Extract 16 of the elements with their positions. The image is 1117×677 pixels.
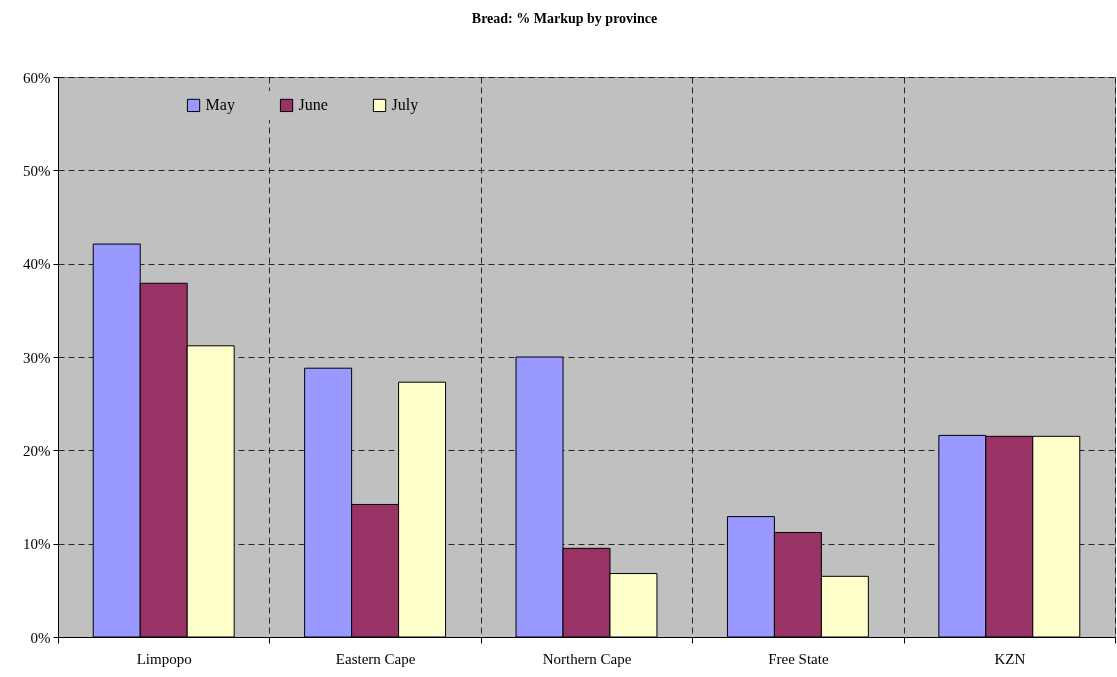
y-tick-label: 0%: [30, 629, 51, 646]
y-tick-label: 40%: [23, 256, 51, 273]
chart-title: Bread: % Markup by province: [471, 11, 658, 26]
y-tick-label: 10%: [23, 536, 51, 553]
legend-label: May: [205, 96, 235, 115]
x-tick-label: Eastern Cape: [335, 650, 416, 667]
legend-label: June: [298, 96, 328, 114]
y-tick-label: 30%: [23, 349, 51, 366]
y-tick-label: 60%: [23, 69, 51, 86]
x-tick-label: KZN: [994, 650, 1026, 667]
x-tick-label: Limpopo: [136, 650, 192, 667]
x-tick-label: Northern Cape: [542, 650, 632, 667]
x-tick-label: Free State: [768, 650, 829, 667]
legend-label: July: [391, 96, 419, 115]
y-tick-label: 50%: [23, 162, 51, 179]
y-tick-label: 20%: [23, 442, 51, 459]
